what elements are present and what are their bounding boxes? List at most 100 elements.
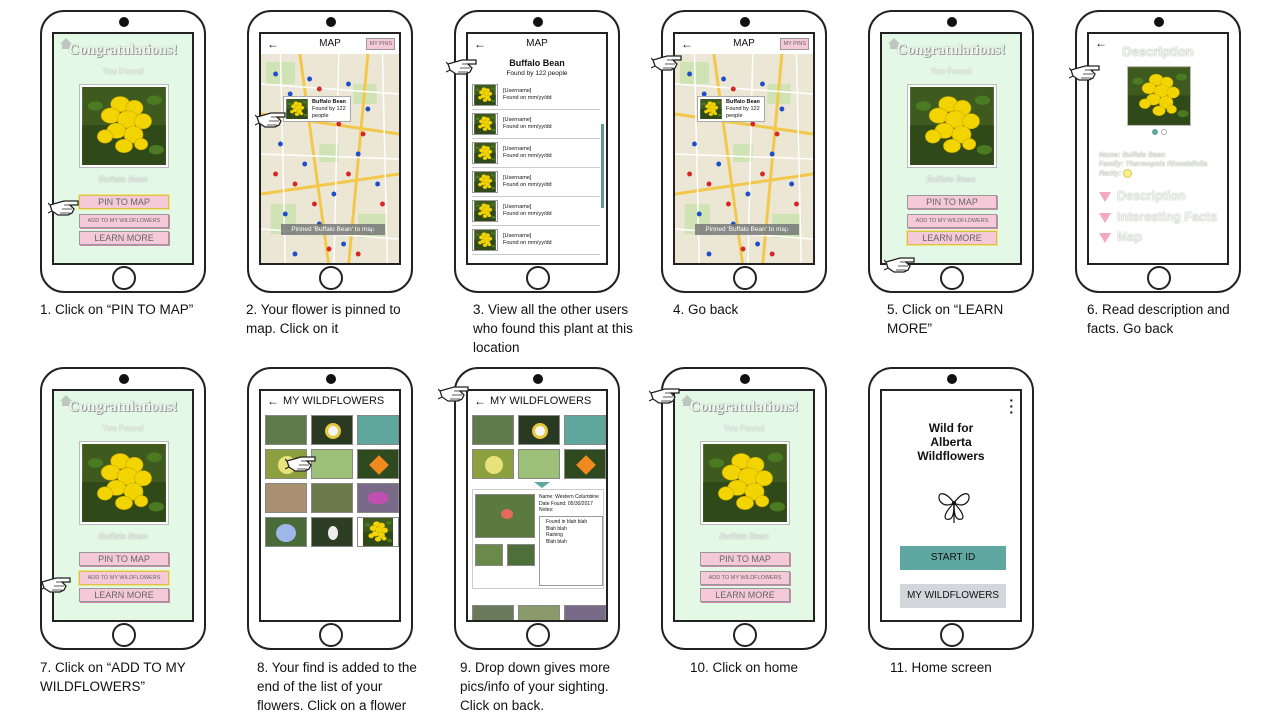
carousel-dot-active[interactable] — [1152, 129, 1158, 135]
home-button[interactable] — [112, 266, 136, 290]
add-to-wildflowers-button[interactable]: ADD TO MY WILDFLOWERS — [79, 571, 169, 585]
popup-name: Buffalo Bean — [312, 99, 346, 105]
learn-more-button[interactable]: LEARN MORE — [907, 231, 997, 245]
gallery-thumbnail[interactable] — [564, 415, 606, 445]
gallery-thumbnail[interactable] — [518, 449, 560, 479]
my-pins-button[interactable]: MY PINS — [366, 38, 395, 50]
add-to-wildflowers-button[interactable]: ADD TO MY WILDFLOWERS — [907, 214, 997, 228]
caption-3: 3. View all the other users who found th… — [473, 302, 633, 355]
gallery-thumbnail[interactable] — [564, 449, 606, 479]
home-button[interactable] — [733, 623, 757, 647]
gallery-thumbnail[interactable] — [311, 517, 353, 547]
gallery-thumbnail[interactable] — [472, 415, 514, 445]
carousel-dot[interactable] — [1161, 129, 1167, 135]
home-button[interactable] — [940, 266, 964, 290]
phone-step-2: ← MAP MY PINS Buffalo Bean Found by 122 pe… — [247, 10, 413, 293]
home-button[interactable] — [319, 266, 343, 290]
section-description[interactable]: Description — [1099, 189, 1186, 203]
flower-name: Buffalo Bean — [719, 532, 769, 541]
learn-more-button[interactable]: LEARN MORE — [700, 588, 790, 602]
expand-triangle-icon — [1099, 232, 1111, 243]
map-popup[interactable]: Buffalo Bean Found by 122 people — [283, 96, 351, 122]
gallery-thumbnail[interactable] — [265, 517, 307, 547]
learn-more-button[interactable]: LEARN MORE — [79, 231, 169, 245]
gallery-thumbnail[interactable] — [311, 483, 353, 513]
list-item[interactable]: [Username] Found on mm/yy/dd — [472, 169, 600, 197]
map-popup[interactable]: Buffalo Bean Found by 122 people — [697, 96, 765, 122]
back-arrow-icon[interactable]: ← — [1095, 36, 1107, 50]
map-title: MAP — [733, 38, 755, 49]
pin-to-map-button[interactable]: PIN TO MAP — [79, 552, 169, 566]
phone-step-9: ← MY WILDFLOWERS Name: Western Columbine … — [454, 367, 620, 650]
more-options-icon[interactable]: · · · — [1009, 392, 1014, 420]
home-button[interactable] — [526, 623, 550, 647]
congrats-screen: Congratulations! You Found Buffalo Bean … — [880, 32, 1022, 265]
my-pins-button[interactable]: MY PINS — [780, 38, 809, 50]
gallery-thumbnail[interactable] — [265, 483, 307, 513]
section-map[interactable]: Map — [1099, 230, 1142, 244]
list-item[interactable]: [Username] Found on mm/yy/dd — [472, 227, 600, 255]
back-arrow-icon[interactable]: ← — [681, 37, 693, 51]
gallery-thumbnail[interactable] — [518, 605, 560, 620]
detail-thumbnail[interactable] — [475, 544, 503, 566]
detail-thumbnail[interactable] — [507, 544, 535, 566]
gallery-thumbnail[interactable] — [311, 415, 353, 445]
flower-photo — [907, 84, 997, 168]
notes-textarea[interactable]: Found in blah blah Blah blah Raining Bla… — [539, 516, 603, 586]
phone-step-6: ← Description Name: Buffalo Bean Family:… — [1075, 10, 1241, 293]
congrats-subtitle: You Found — [102, 67, 144, 76]
back-arrow-icon[interactable]: ← — [474, 394, 486, 408]
home-button[interactable] — [1147, 266, 1171, 290]
list-item[interactable]: [Username] Found on mm/yy/dd — [472, 111, 600, 139]
note-line: Blah blah — [546, 538, 567, 545]
back-arrow-icon[interactable]: ← — [474, 37, 486, 51]
popup-found: Found by 122 people — [312, 106, 346, 119]
detail-date: Date Found: 05/30/2017 — [539, 500, 593, 507]
pointing-hand-icon — [1069, 60, 1103, 84]
list-item[interactable]: [Username] Found on mm/yy/dd — [472, 140, 600, 168]
note-line: Raining — [546, 532, 563, 538]
home-button[interactable] — [940, 623, 964, 647]
pin-to-map-button[interactable]: PIN TO MAP — [700, 552, 790, 566]
gallery-thumbnail[interactable] — [357, 483, 399, 513]
caption-9: 9. Drop down gives more pics/info of you… — [460, 660, 611, 713]
home-button[interactable] — [733, 266, 757, 290]
home-button[interactable] — [319, 623, 343, 647]
back-arrow-icon[interactable]: ← — [267, 37, 279, 51]
found-date: Found on mm/yy/dd — [503, 182, 552, 188]
caption-2: 2. Your flower is pinned to map. Click o… — [246, 302, 401, 336]
found-date: Found on mm/yy/dd — [503, 124, 552, 130]
add-to-wildflowers-button[interactable]: ADD TO MY WILDFLOWERS — [79, 214, 169, 228]
username: [Username] — [503, 117, 532, 123]
flower-name: Buffalo Bean — [926, 175, 976, 184]
home-button[interactable] — [112, 623, 136, 647]
detail-notes-label: Notes: — [539, 507, 554, 513]
section-interesting-facts[interactable]: Interesting Facts — [1099, 210, 1217, 224]
learn-more-button[interactable]: LEARN MORE — [79, 588, 169, 602]
camera-icon — [119, 374, 129, 384]
pin-to-map-button[interactable]: PIN TO MAP — [79, 195, 169, 209]
scrollbar[interactable] — [601, 124, 604, 208]
gallery-thumbnail[interactable] — [564, 605, 606, 620]
start-id-button[interactable]: START ID — [900, 546, 1006, 570]
gallery-thumbnail[interactable] — [357, 415, 399, 445]
username: [Username] — [503, 175, 532, 181]
gallery-thumbnail[interactable] — [472, 605, 514, 620]
gallery-thumbnail[interactable] — [311, 449, 353, 479]
add-to-wildflowers-button[interactable]: ADD TO MY WILDFLOWERS — [700, 571, 790, 585]
camera-icon — [740, 17, 750, 27]
gallery-thumbnail[interactable] — [518, 415, 560, 445]
pin-to-map-button[interactable]: PIN TO MAP — [907, 195, 997, 209]
gallery-thumbnail[interactable] — [357, 449, 399, 479]
back-arrow-icon[interactable]: ← — [267, 394, 279, 408]
camera-icon — [1154, 17, 1164, 27]
detail-main-photo[interactable] — [475, 494, 535, 538]
list-thumbnail — [472, 200, 498, 222]
gallery-thumbnail[interactable] — [472, 449, 514, 479]
my-wildflowers-button[interactable]: MY WILDFLOWERS — [900, 584, 1006, 608]
home-button[interactable] — [526, 266, 550, 290]
gallery-thumbnail[interactable] — [357, 517, 399, 547]
list-item[interactable]: [Username] Found on mm/yy/dd — [472, 198, 600, 226]
list-item[interactable]: [Username] Found on mm/yy/dd — [472, 82, 600, 110]
gallery-thumbnail[interactable] — [265, 415, 307, 445]
